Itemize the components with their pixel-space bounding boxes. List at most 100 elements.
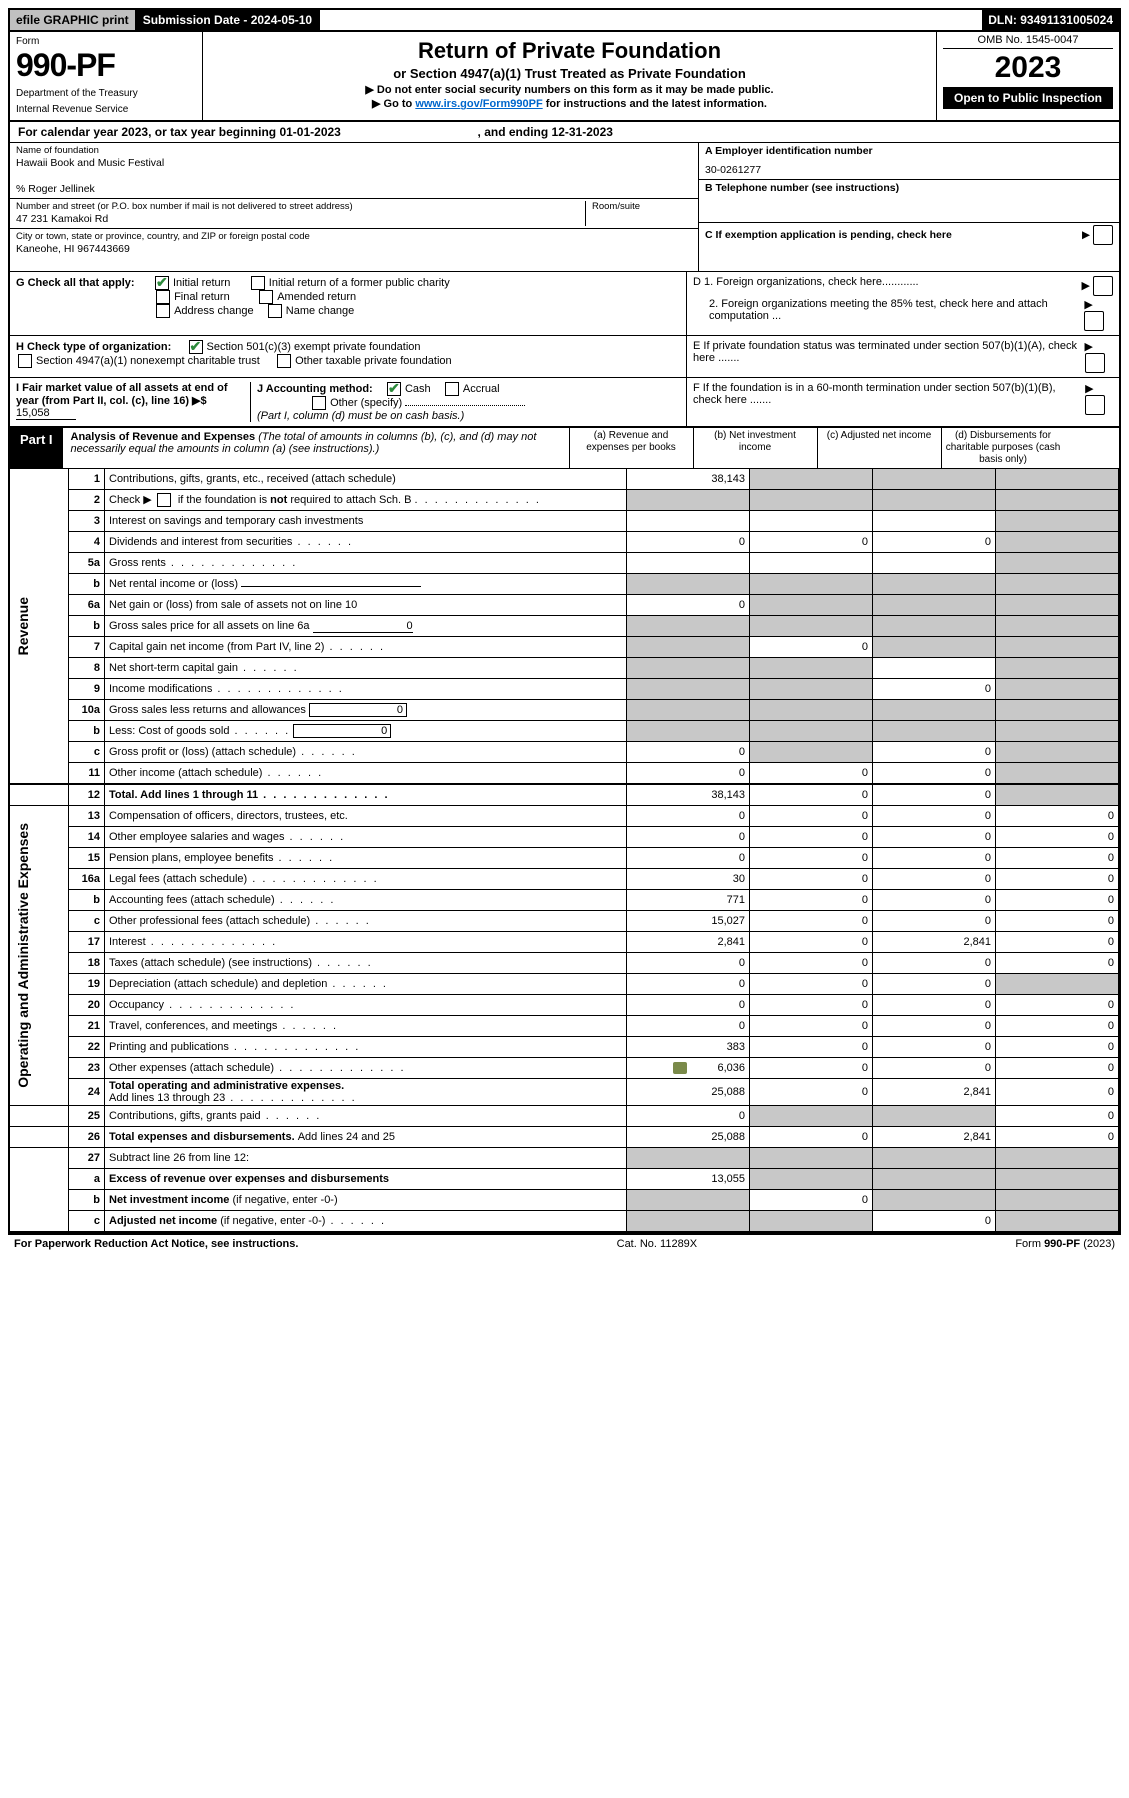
table-row: 23Other expenses (attach schedule) 6,036… (10, 1058, 1119, 1079)
instr-2-pre: ▶ Go to (372, 98, 415, 110)
table-row: 14Other employee salaries and wages0000 (10, 827, 1119, 848)
f-checkbox[interactable] (1085, 395, 1105, 415)
j-opt-1: Accrual (463, 383, 500, 395)
table-row: bNet investment income (if negative, ent… (10, 1190, 1119, 1211)
table-row: aExcess of revenue over expenses and dis… (10, 1169, 1119, 1190)
form-subtitle: or Section 4947(a)(1) Trust Treated as P… (213, 66, 926, 81)
f-section: F If the foundation is in a 60-month ter… (686, 378, 1119, 426)
addr-label: Number and street (or P.O. box number if… (16, 201, 585, 213)
j-other-checkbox[interactable] (312, 396, 326, 410)
table-row: 12Total. Add lines 1 through 1138,14300 (10, 784, 1119, 806)
city-cell: City or town, state or province, country… (10, 229, 698, 271)
address-cell: Number and street (or P.O. box number if… (10, 199, 698, 229)
table-row: Operating and Administrative Expenses 13… (10, 806, 1119, 827)
table-row: 22Printing and publications383000 (10, 1037, 1119, 1058)
footer-right: Form 990-PF (2023) (1015, 1238, 1115, 1250)
d2-checkbox[interactable] (1084, 311, 1104, 331)
form-number: 990-PF (16, 47, 196, 84)
j-note: (Part I, column (d) must be on cash basi… (257, 410, 464, 422)
table-row: cGross profit or (loss) (attach schedule… (10, 742, 1119, 763)
omb-number: OMB No. 1545-0047 (943, 34, 1113, 49)
ein-label: A Employer identification number (705, 145, 1113, 158)
j-label: J Accounting method: (257, 383, 373, 395)
col-b-head: (b) Net investment income (693, 428, 817, 468)
i-section: I Fair market value of all assets at end… (16, 382, 251, 422)
phone-label: B Telephone number (see instructions) (705, 182, 1113, 195)
address: 47 231 Kamakoi Rd (16, 213, 585, 226)
expenses-side-label: Operating and Administrative Expenses (10, 806, 69, 1106)
g-opt-5: Name change (286, 305, 355, 317)
table-row: 27Subtract line 26 from line 12: (10, 1148, 1119, 1169)
d2-label: 2. Foreign organizations meeting the 85%… (693, 298, 1084, 331)
ij-left: I Fair market value of all assets at end… (10, 378, 686, 426)
e-label: E If private foundation status was termi… (693, 340, 1085, 373)
table-row: bNet rental income or (loss) (10, 574, 1119, 595)
dln-number: DLN: 93491131005024 (982, 10, 1119, 30)
g-opt-4: Address change (174, 305, 254, 317)
attachment-icon[interactable] (673, 1062, 687, 1074)
part1-table: Revenue 1 Contributions, gifts, grants, … (10, 469, 1119, 1232)
dept-irs: Internal Revenue Service (16, 104, 196, 116)
j-section: J Accounting method: Cash Accrual Other … (251, 382, 680, 422)
ein-cell: A Employer identification number 30-0261… (699, 143, 1119, 180)
g-row: G Check all that apply: Initial return I… (10, 272, 1119, 336)
table-row: cAdjusted net income (if negative, enter… (10, 1211, 1119, 1232)
revenue-side-label: Revenue (10, 469, 69, 784)
h-4947-checkbox[interactable] (18, 354, 32, 368)
foundation-name: Hawaii Book and Music Festival (16, 157, 692, 170)
table-row: 6aNet gain or (loss) from sale of assets… (10, 595, 1119, 616)
col-c-head: (c) Adjusted net income (817, 428, 941, 468)
form-container: efile GRAPHIC print Submission Date - 20… (8, 8, 1121, 1234)
care-of: % Roger Jellinek (16, 183, 692, 196)
schb-checkbox[interactable] (157, 493, 171, 507)
instr-1: ▶ Do not enter social security numbers o… (213, 83, 926, 97)
table-row: 8Net short-term capital gain (10, 658, 1119, 679)
i-value: 15,058 (16, 407, 76, 420)
j-accrual-checkbox[interactable] (445, 382, 459, 396)
g-initial-return-former-checkbox[interactable] (251, 276, 265, 290)
table-row: 7Capital gain net income (from Part IV, … (10, 637, 1119, 658)
table-row: 5aGross rents (10, 553, 1119, 574)
table-row: 2 Check ▶ if the foundation is not requi… (10, 490, 1119, 511)
instr-link[interactable]: www.irs.gov/Form990PF (415, 98, 542, 110)
j-cash-checkbox[interactable] (387, 382, 401, 396)
name-label: Name of foundation (16, 145, 692, 157)
d-section: D 1. Foreign organizations, check here..… (686, 272, 1119, 335)
entity-right: A Employer identification number 30-0261… (698, 143, 1119, 271)
h-label: H Check type of organization: (16, 341, 171, 353)
g-amended-checkbox[interactable] (259, 290, 273, 304)
part1-label: Part I (10, 428, 63, 468)
g-address-change-checkbox[interactable] (156, 304, 170, 318)
form-header: Form 990-PF Department of the Treasury I… (10, 32, 1119, 122)
g-opt-3: Amended return (277, 291, 356, 303)
part1-title: Analysis of Revenue and Expenses (71, 431, 256, 443)
footer: For Paperwork Reduction Act Notice, see … (8, 1234, 1121, 1253)
entity-section: Name of foundation Hawaii Book and Music… (10, 143, 1119, 272)
h-opt-2: Other taxable private foundation (295, 355, 452, 367)
h-section: H Check type of organization: Section 50… (10, 336, 686, 377)
name-cell: Name of foundation Hawaii Book and Music… (10, 143, 698, 199)
i-label: I Fair market value of all assets at end… (16, 382, 228, 407)
g-name-change-checkbox[interactable] (268, 304, 282, 318)
header-middle: Return of Private Foundation or Section … (203, 32, 937, 120)
table-row: 26Total expenses and disbursements. Add … (10, 1127, 1119, 1148)
entity-left: Name of foundation Hawaii Book and Music… (10, 143, 698, 271)
g-initial-return-checkbox[interactable] (155, 276, 169, 290)
ein-value: 30-0261277 (705, 164, 1113, 177)
h-other-checkbox[interactable] (277, 354, 291, 368)
table-row: 11Other income (attach schedule)000 (10, 763, 1119, 785)
dept-treasury: Department of the Treasury (16, 88, 196, 100)
e-checkbox[interactable] (1085, 353, 1105, 373)
j-opt-0: Cash (405, 383, 431, 395)
h-501c3-checkbox[interactable] (189, 340, 203, 354)
table-row: 17Interest2,84102,8410 (10, 932, 1119, 953)
calyear-begin: 01-01-2023 (279, 125, 340, 139)
g-opt-1: Initial return of a former public charit… (269, 277, 450, 289)
table-row: 16aLegal fees (attach schedule)30000 (10, 869, 1119, 890)
g-final-return-checkbox[interactable] (156, 290, 170, 304)
j-opt-2: Other (specify) (330, 397, 402, 409)
calyear-mid: , and ending (478, 125, 552, 139)
c-checkbox[interactable] (1093, 225, 1113, 245)
table-row: 18Taxes (attach schedule) (see instructi… (10, 953, 1119, 974)
d1-checkbox[interactable] (1093, 276, 1113, 296)
